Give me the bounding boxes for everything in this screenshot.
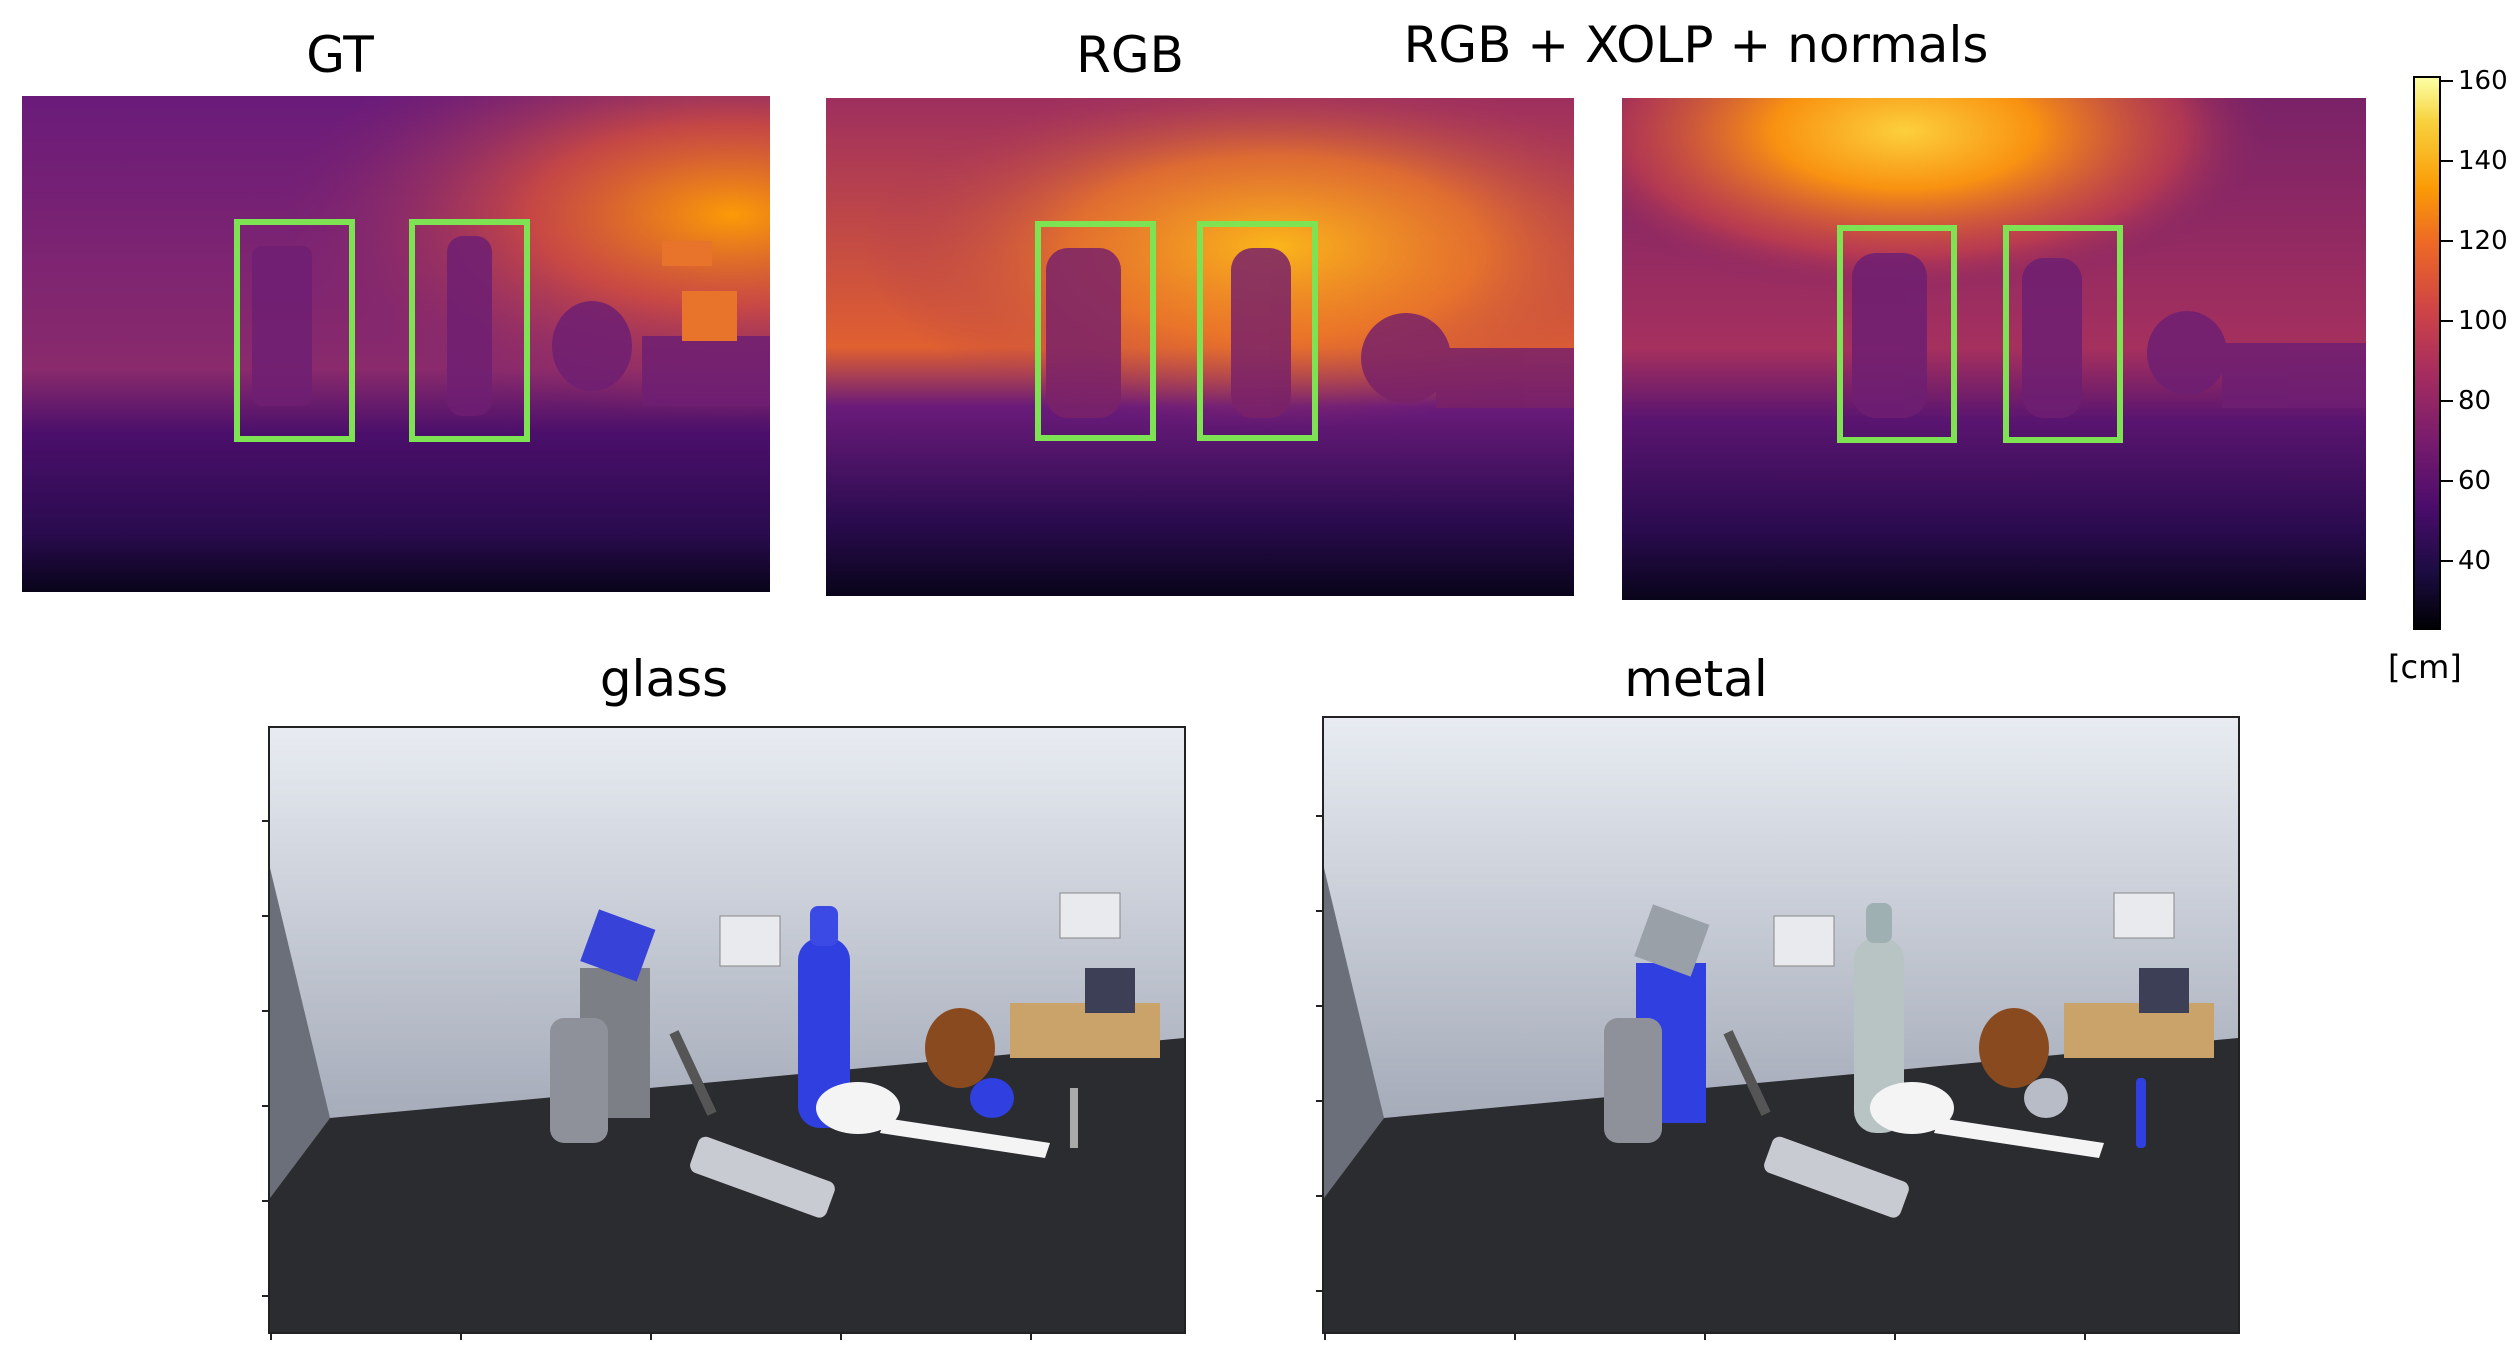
axis-tick [270,1332,272,1340]
colorbar-tick [2441,240,2453,242]
panel-title-rgb: RGB [1076,26,1184,84]
panel-title-glass: glass [599,650,729,708]
axis-tick [1030,1332,1032,1340]
colorbar-tick [2441,400,2453,402]
scene-photo-glass [268,726,1186,1334]
panel-title-gt: GT [306,26,374,84]
colorbar-tick-label: 100 [2458,306,2508,336]
axis-tick [1316,815,1324,817]
axis-tick [840,1332,842,1340]
scene-photo-metal [1322,716,2240,1334]
colorbar-tick-label: 160 [2458,66,2508,96]
depth-map-rgb-xolp-normals [1622,98,2366,600]
axis-tick [262,820,270,822]
axis-tick [2084,1332,2086,1340]
axis-tick [1316,1290,1324,1292]
axis-tick [1324,1332,1326,1340]
axis-tick [1316,1005,1324,1007]
depth-map-rgb [826,98,1574,596]
depth-map-gt [22,96,770,592]
axis-tick [1316,1100,1324,1102]
panel-title-metal: metal [1624,650,1768,708]
colorbar-tick-label: 60 [2458,466,2492,496]
colorbar-tick [2441,80,2453,82]
axis-tick [650,1332,652,1340]
axis-tick [262,1200,270,1202]
axis-tick [1514,1332,1516,1340]
axis-tick [262,1105,270,1107]
panel-title-rgb-xolp-normals: RGB + XOLP + normals [1403,16,1989,74]
colorbar-tick [2441,560,2453,562]
colorbar-tick [2441,320,2453,322]
colorbar-tick-label: 140 [2458,146,2508,176]
axis-tick [262,915,270,917]
axis-tick [1316,1195,1324,1197]
colorbar-tick [2441,160,2453,162]
axis-tick [262,1295,270,1297]
colorbar-tick-label: 40 [2458,546,2492,576]
axis-tick [262,1010,270,1012]
colorbar-tick [2441,480,2453,482]
axis-tick [1316,910,1324,912]
colorbar-tick-label: 80 [2458,386,2492,416]
axis-tick [1894,1332,1896,1340]
colorbar [2413,76,2441,630]
axis-tick [460,1332,462,1340]
colorbar-tick-label: 120 [2458,226,2508,256]
axis-tick [1704,1332,1706,1340]
colorbar-unit: [cm] [2388,648,2462,686]
